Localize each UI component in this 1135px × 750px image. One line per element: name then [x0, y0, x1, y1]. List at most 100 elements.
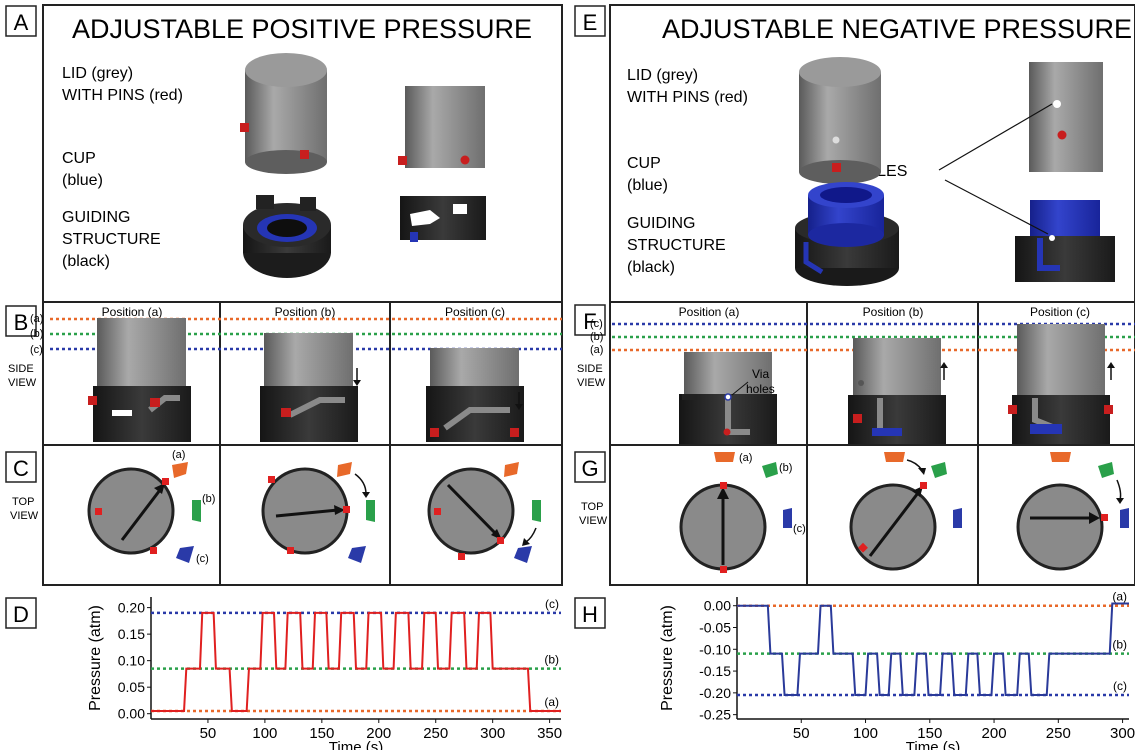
position-label: Position (a)	[679, 305, 740, 319]
side-view-position-a: Via holes	[679, 352, 777, 444]
position-label: Position (b)	[275, 305, 336, 319]
guide-label-line3: (black)	[627, 259, 675, 276]
via-holes-note: holes	[746, 382, 775, 396]
y-tick-label: 0.20	[118, 600, 145, 616]
x-tick-label: 150	[917, 725, 942, 742]
level-tag: (c)	[30, 344, 43, 356]
lid-side-illustration	[398, 86, 485, 168]
side-view-position-c	[426, 348, 524, 442]
lid-3d-illustration	[240, 53, 327, 174]
lid-label-line1: LID (grey)	[62, 65, 133, 82]
y-tick-label: 0.10	[118, 653, 145, 669]
y-tick-label: -0.15	[699, 663, 731, 679]
top-view-position-c	[1016, 452, 1129, 571]
y-axis-label: Pressure (atm)	[659, 605, 676, 711]
reference-label: (a)	[544, 695, 559, 709]
level-tag: (b)	[590, 331, 603, 343]
lid-3d-illustration	[799, 57, 881, 184]
level-tag: (a)	[30, 313, 43, 325]
top-view-position-a: (a) (b) (c)	[87, 449, 215, 565]
via-holes-note: Via	[752, 367, 769, 381]
side-view-label: VIEW	[577, 377, 606, 389]
panel-b: B SIDE VIEW Position (a) Position (b) Po…	[5, 301, 563, 446]
y-tick-label: 0.00	[704, 598, 731, 614]
top-view-position-b	[261, 462, 375, 563]
top-view-label: TOP	[12, 496, 34, 508]
panel-g: G TOP VIEW (a) (b) (c)	[574, 444, 1135, 586]
x-tick-label: 200	[366, 725, 391, 742]
reference-label: (c)	[545, 597, 559, 611]
reference-label: (a)	[1112, 590, 1127, 604]
lid-side-illustration	[1029, 62, 1103, 172]
position-label: Position (c)	[445, 305, 505, 319]
panel-letter: H	[582, 602, 598, 627]
x-tick-label: 150	[309, 725, 334, 742]
x-tick-label: 300	[1110, 725, 1135, 742]
side-view-label: SIDE	[577, 363, 603, 375]
cup-label-line1: CUP	[62, 150, 96, 167]
guide-label-line1: GUIDING	[62, 209, 130, 226]
level-tag: (a)	[739, 452, 752, 464]
top-view-position-b	[849, 452, 962, 571]
panel-letter: A	[14, 10, 29, 35]
side-view-position-a	[88, 318, 191, 442]
panel-d: D (c) (b) (a) 0.00 0.05 0.10 0.15 0.20 50 100 150 2…	[5, 597, 562, 750]
y-tick-label: 0.15	[118, 626, 145, 642]
side-view-label: VIEW	[8, 377, 37, 389]
guide-label-line2: STRUCTURE	[627, 237, 726, 254]
guide-side-illustration	[400, 196, 486, 242]
guide-label-line2: STRUCTURE	[62, 231, 161, 248]
panel-letter: B	[14, 310, 29, 335]
level-tag: (c)	[590, 318, 603, 330]
y-axis-label: Pressure (atm)	[87, 605, 104, 711]
position-label: Position (b)	[863, 305, 924, 319]
panel-h: H (a) (b) (c) 0.00 -0.05 -0.10 -0.15 -0.20 -0.25…	[574, 590, 1135, 750]
top-view-position-a: (a) (b) (c)	[679, 452, 806, 573]
level-tag: (a)	[172, 449, 185, 461]
level-tag: (b)	[202, 493, 215, 505]
chart-pressure-positive: (c) (b) (a) 0.00 0.05 0.10 0.15 0.20 50 100 150 200…	[87, 597, 562, 750]
panel-c: C TOP VIEW (a) (b) (c)	[5, 444, 563, 586]
panel-letter: G	[581, 456, 598, 481]
lid-label-line1: LID (grey)	[627, 67, 698, 84]
y-tick-label: -0.05	[699, 620, 731, 636]
guide-3d-illustration	[243, 195, 331, 278]
panel-title: ADJUSTABLE POSITIVE PRESSURE	[72, 14, 532, 44]
level-tag: (c)	[196, 553, 209, 565]
side-view-position-c	[1008, 324, 1115, 444]
x-tick-label: 50	[200, 725, 217, 742]
y-tick-label: -0.25	[699, 707, 731, 723]
y-tick-label: 0.05	[118, 679, 145, 695]
x-axis-label: Time (s)	[329, 739, 383, 750]
side-view-position-b	[848, 338, 948, 444]
top-view-label: VIEW	[10, 510, 39, 522]
panel-letter: E	[583, 10, 598, 35]
x-tick-label: 100	[853, 725, 878, 742]
series-line	[737, 602, 1129, 697]
x-tick-label: 200	[982, 725, 1007, 742]
level-tag: (b)	[779, 462, 792, 474]
x-tick-label: 250	[1046, 725, 1071, 742]
reference-label: (b)	[544, 653, 559, 667]
top-view-label: VIEW	[579, 515, 608, 527]
panel-letter: C	[13, 456, 29, 481]
panel-letter: F	[583, 309, 596, 334]
series-line	[151, 611, 561, 713]
x-tick-label: 250	[423, 725, 448, 742]
cup-guide-side-illustration	[1015, 200, 1115, 282]
y-tick-label: -0.10	[699, 641, 731, 657]
position-label: Position (c)	[1030, 305, 1090, 319]
x-tick-label: 50	[793, 725, 810, 742]
x-tick-label: 100	[252, 725, 277, 742]
panel-e: E ADJUSTABLE NEGATIVE PRESSURE LID (grey…	[574, 4, 1135, 303]
side-view-position-b	[260, 333, 361, 442]
lid-label-line2: WITH PINS (red)	[627, 89, 748, 106]
y-tick-label: 0.00	[118, 706, 145, 722]
cup-label-line1: CUP	[627, 155, 661, 172]
panel-a: A ADJUSTABLE POSITIVE PRESSURE LID (grey…	[5, 4, 563, 303]
reference-label: (b)	[1112, 638, 1127, 652]
x-tick-label: 350	[537, 725, 562, 742]
guide-label-line1: GUIDING	[627, 215, 695, 232]
level-tag: (a)	[590, 344, 603, 356]
